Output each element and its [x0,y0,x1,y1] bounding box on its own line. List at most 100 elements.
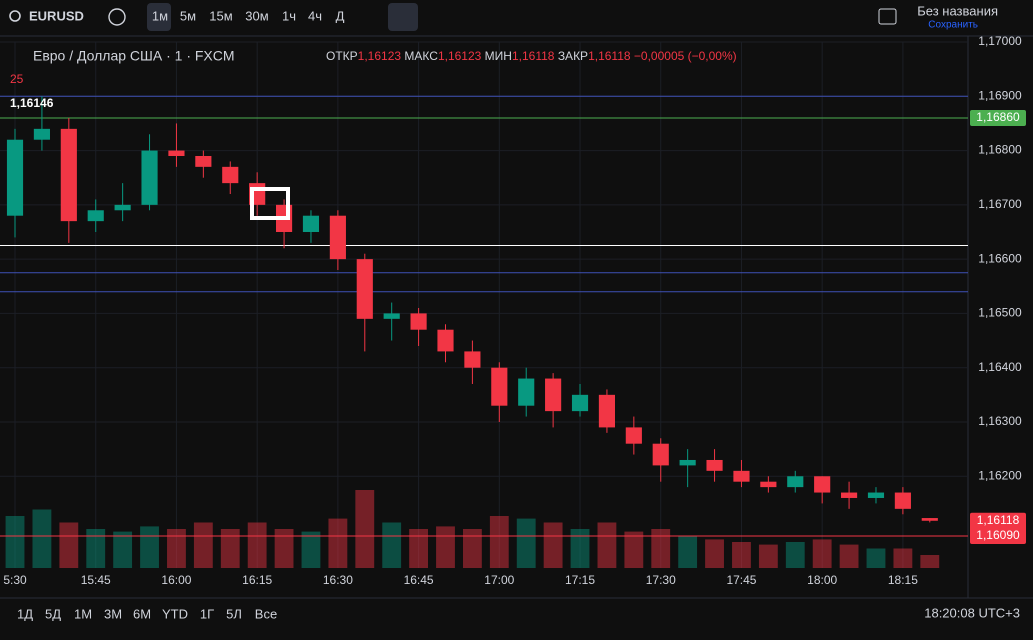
volume-bar [193,522,213,568]
candle-body [894,492,911,509]
low: 1,16118 [512,49,555,63]
volume-bar [597,522,617,568]
y-tick-label: 1,16500 [978,306,1022,320]
candle-body [356,259,373,319]
candle-body [410,313,427,330]
volume-bar [651,529,671,568]
volume-bar [301,531,321,568]
high-label: МАКС [404,49,438,63]
volume-bar [705,539,724,568]
y-tick-label: 1,16800 [978,143,1022,157]
y-tick-label: 1,16600 [978,251,1022,265]
x-tick-label: 18:00 [807,573,837,587]
volume-bar [167,529,186,568]
range-button[interactable]: 5Д [45,606,61,621]
volume-bar [732,542,751,568]
candle-body [60,128,77,222]
candle-body [706,459,723,471]
range-button[interactable]: YTD [162,606,188,621]
volume-bar [920,555,940,568]
candle-body [814,476,831,493]
interval[interactable]: 1м [152,8,168,23]
price-label: 1,16090 [976,528,1020,542]
volume-bar [812,539,832,568]
clock: 18:20:08 UTC+3 [924,605,1020,620]
indicator: 25 [10,72,24,86]
candle-body [841,492,858,498]
range-button[interactable]: 3М [104,606,122,621]
range-button[interactable]: 1Д [17,606,33,621]
volume-bar [785,542,805,568]
candle-body [921,518,938,521]
candle-body [464,351,481,368]
open-label: ОТКР [326,49,358,63]
x-tick-label: 17:45 [726,573,756,587]
chart-type-button[interactable] [388,3,418,31]
interval[interactable]: 15м [209,8,232,23]
symbol[interactable]: EURUSD [29,8,84,23]
volume-bar [409,529,429,568]
x-tick-label: 16:30 [323,573,353,587]
volume-bar [86,529,106,568]
volume-bar [5,516,25,568]
search-icon[interactable] [9,10,21,22]
close-label: ЗАКР [558,49,588,63]
low-label: МИН [485,49,512,63]
interval[interactable]: 4ч [308,8,322,23]
volume-bar [624,531,644,568]
volume-bar [382,522,402,568]
volume-bar [59,522,79,568]
interval[interactable]: 1ч [282,8,296,23]
y-tick-label: 1,16300 [978,414,1022,428]
volume-bar [516,518,536,568]
interval[interactable]: Д [336,8,345,23]
volume-bar [489,516,509,568]
price-label-bg [970,109,1026,126]
y-tick-label: 1,16700 [978,197,1022,211]
range-button[interactable]: 6М [133,606,151,621]
range-button[interactable]: Все [255,606,277,621]
candle-body [598,394,616,428]
y-tick-label: 1,17000 [978,34,1022,48]
volume-bar [247,522,267,568]
interval[interactable]: 5м [180,8,196,23]
candle-body [491,367,508,406]
layout-icon[interactable] [878,8,897,25]
candle-body [652,443,669,466]
range-button[interactable]: 5Л [226,606,242,621]
candle-body [679,459,696,466]
volume-bar [866,548,886,568]
x-tick-label: 16:45 [404,573,434,587]
candle-body [33,128,50,140]
interval[interactable]: 30м [245,8,268,23]
range-button[interactable]: 1М [74,606,92,621]
volume-bar [32,509,52,568]
price-label: 1,16860 [976,110,1020,124]
volume-bar [274,529,294,568]
volume-bar [758,544,778,568]
candle-body [302,215,320,232]
candle-body [222,166,239,184]
add-symbol[interactable] [108,8,126,26]
candle-body [733,470,750,482]
candle-body [383,313,400,319]
active-interval-bg [147,3,171,31]
layout-name[interactable]: Без названия [917,3,998,18]
y-tick-label: 1,16400 [978,360,1022,374]
save-hint[interactable]: Сохранить [928,20,978,31]
price-label: 1,16118 [977,513,1020,527]
close: 1,16118 [588,49,631,63]
volume-bar [113,531,133,568]
change: −0,00005 (−0,00%) [634,49,737,63]
x-tick-label: 5:30 [3,573,27,587]
x-tick-label: 18:15 [888,573,918,587]
range-button[interactable]: 1Г [200,606,214,621]
candle-body [114,204,131,211]
candle-body [6,139,24,216]
candle-body [760,481,777,488]
price-marker: 1,16146 [10,96,54,110]
volume-bar [140,526,159,568]
